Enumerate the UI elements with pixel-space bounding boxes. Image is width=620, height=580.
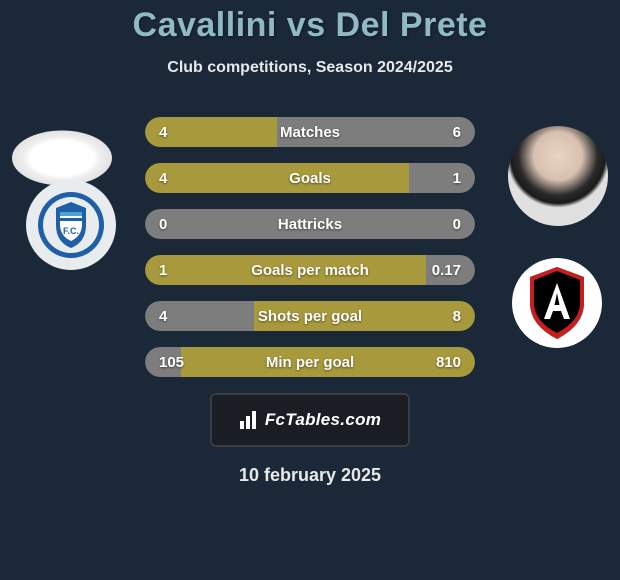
stat-row: 105810Min per goal (145, 347, 475, 377)
stat-row: 46Matches (145, 117, 475, 147)
stat-value-right: 6 (453, 117, 461, 147)
bars-icon (239, 410, 259, 430)
stat-value-left: 4 (159, 117, 167, 147)
stat-fill-left (145, 255, 426, 285)
stat-fill-right (181, 347, 475, 377)
stat-value-left: 4 (159, 301, 167, 331)
fctables-badge: FcTables.com (210, 393, 410, 447)
atlas-logo-icon (522, 263, 592, 343)
stat-fill-right (409, 163, 475, 193)
stat-value-left: 1 (159, 255, 167, 285)
subtitle: Club competitions, Season 2024/2025 (0, 59, 620, 77)
player-avatar-right (508, 126, 608, 226)
stat-fill-right (310, 209, 475, 239)
puebla-logo-icon: F.C. (36, 190, 106, 260)
stat-value-right: 8 (453, 301, 461, 331)
page-title: Cavallini vs Del Prete (0, 6, 620, 45)
stat-value-left: 4 (159, 163, 167, 193)
stat-row: 48Shots per goal (145, 301, 475, 331)
stat-value-left: 0 (159, 209, 167, 239)
comparison-card: Cavallini vs Del Prete Club competitions… (0, 0, 620, 580)
stat-fill-right (254, 301, 475, 331)
club-badge-right (512, 258, 602, 348)
stat-row: 10.17Goals per match (145, 255, 475, 285)
stat-value-left: 105 (159, 347, 184, 377)
stat-row: 00Hattricks (145, 209, 475, 239)
stat-row: 41Goals (145, 163, 475, 193)
player-avatar-left (12, 131, 112, 186)
stat-value-right: 0.17 (432, 255, 461, 285)
stat-value-right: 0 (453, 209, 461, 239)
stat-fill-right (277, 117, 475, 147)
stat-value-right: 810 (436, 347, 461, 377)
date-label: 10 february 2025 (0, 465, 620, 486)
stat-fill-left (145, 209, 310, 239)
fctables-text: FcTables.com (265, 410, 381, 430)
stat-value-right: 1 (453, 163, 461, 193)
stat-fill-left (145, 163, 409, 193)
svg-text:F.C.: F.C. (63, 226, 79, 236)
stats-container: 46Matches41Goals00Hattricks10.17Goals pe… (145, 117, 475, 377)
club-badge-left: F.C. (26, 180, 116, 270)
